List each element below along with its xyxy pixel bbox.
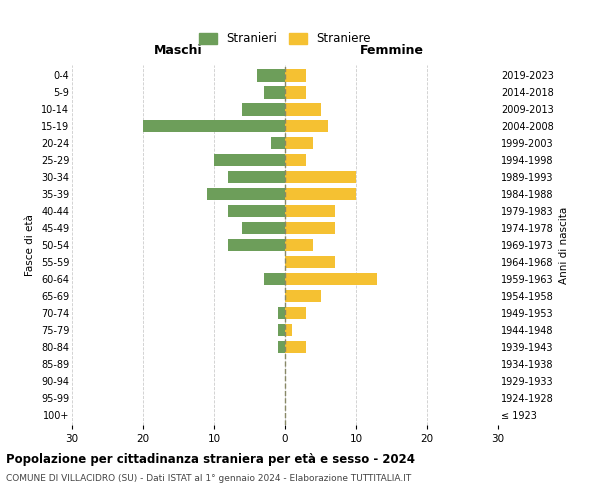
Bar [207, 188, 285, 200]
Bar [285, 290, 320, 302]
Text: Femmine: Femmine [359, 44, 424, 57]
Text: Popolazione per cittadinanza straniera per età e sesso - 2024: Popolazione per cittadinanza straniera p… [6, 452, 415, 466]
Bar [278, 340, 285, 353]
Bar [143, 120, 285, 132]
Bar [285, 69, 307, 82]
Bar [242, 222, 285, 234]
Bar [285, 188, 356, 200]
Bar [228, 238, 285, 252]
Bar [228, 170, 285, 183]
Bar [228, 204, 285, 218]
Bar [242, 103, 285, 116]
Bar [285, 324, 292, 336]
Bar [285, 86, 307, 99]
Bar [285, 154, 307, 166]
Bar [264, 86, 285, 99]
Legend: Stranieri, Straniere: Stranieri, Straniere [194, 28, 376, 50]
Bar [257, 69, 285, 82]
Bar [285, 222, 335, 234]
Y-axis label: Fasce di età: Fasce di età [25, 214, 35, 276]
Bar [285, 340, 307, 353]
Bar [264, 272, 285, 285]
Text: COMUNE DI VILLACIDRO (SU) - Dati ISTAT al 1° gennaio 2024 - Elaborazione TUTTITA: COMUNE DI VILLACIDRO (SU) - Dati ISTAT a… [6, 474, 411, 483]
Bar [285, 238, 313, 252]
Bar [285, 204, 335, 218]
Bar [278, 324, 285, 336]
Bar [285, 120, 328, 132]
Y-axis label: Anni di nascita: Anni di nascita [559, 206, 569, 284]
Bar [285, 103, 320, 116]
Bar [278, 306, 285, 320]
Bar [285, 272, 377, 285]
Bar [271, 136, 285, 149]
Bar [285, 306, 307, 320]
Bar [214, 154, 285, 166]
Bar [285, 136, 313, 149]
Text: Maschi: Maschi [154, 44, 203, 57]
Bar [285, 256, 335, 268]
Bar [285, 170, 356, 183]
